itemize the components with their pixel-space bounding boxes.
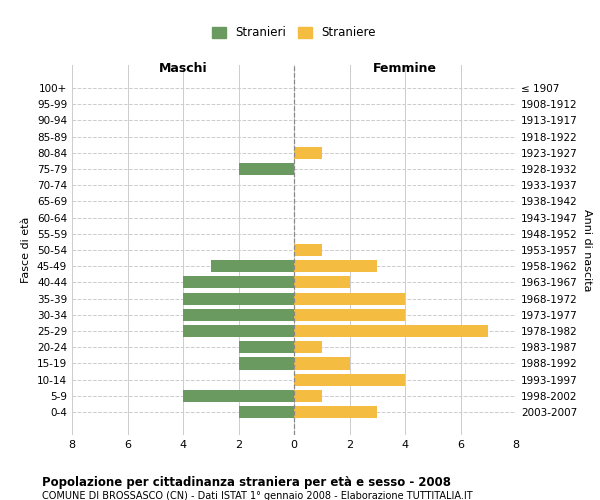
Bar xyxy=(294,260,377,272)
Bar xyxy=(294,292,405,304)
Text: Femmine: Femmine xyxy=(373,62,437,75)
Bar xyxy=(183,325,294,337)
Bar xyxy=(294,374,405,386)
Bar xyxy=(294,406,377,418)
Bar xyxy=(294,146,322,159)
Bar xyxy=(294,358,349,370)
Bar xyxy=(211,260,294,272)
Bar xyxy=(183,276,294,288)
Bar xyxy=(183,390,294,402)
Bar xyxy=(294,325,488,337)
Bar xyxy=(239,358,294,370)
Bar xyxy=(294,341,322,353)
Bar xyxy=(183,309,294,321)
Bar xyxy=(294,309,405,321)
Text: COMUNE DI BROSSASCO (CN) - Dati ISTAT 1° gennaio 2008 - Elaborazione TUTTITALIA.: COMUNE DI BROSSASCO (CN) - Dati ISTAT 1°… xyxy=(42,491,473,500)
Bar xyxy=(239,341,294,353)
Legend: Stranieri, Straniere: Stranieri, Straniere xyxy=(208,23,380,43)
Text: Maschi: Maschi xyxy=(158,62,208,75)
Bar xyxy=(294,276,349,288)
Bar xyxy=(294,390,322,402)
Bar xyxy=(294,244,322,256)
Y-axis label: Anni di nascita: Anni di nascita xyxy=(581,209,592,291)
Bar xyxy=(183,292,294,304)
Y-axis label: Fasce di età: Fasce di età xyxy=(22,217,31,283)
Bar xyxy=(239,163,294,175)
Bar xyxy=(239,406,294,418)
Text: Popolazione per cittadinanza straniera per età e sesso - 2008: Popolazione per cittadinanza straniera p… xyxy=(42,476,451,489)
